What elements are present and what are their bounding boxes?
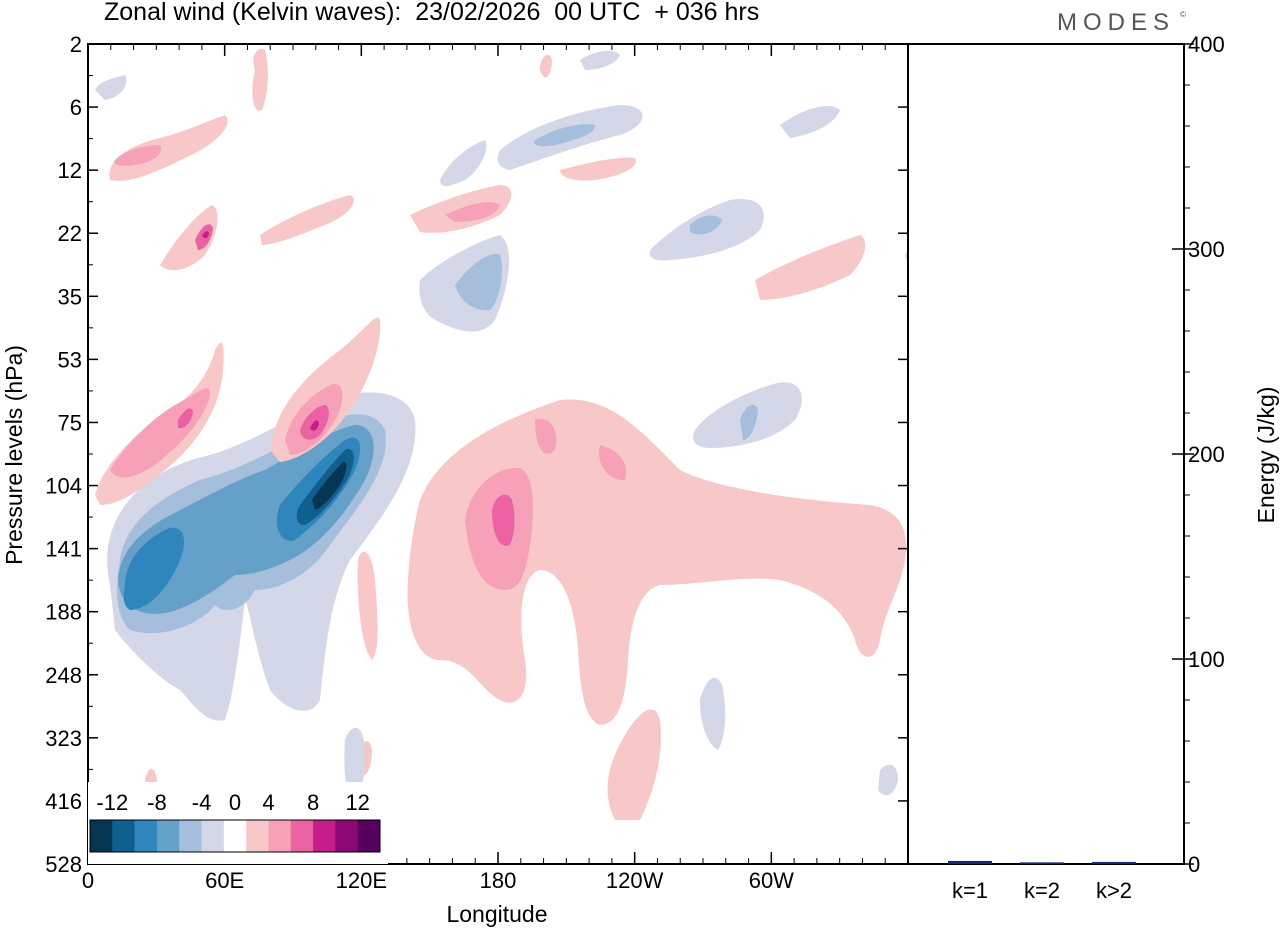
x-tick-label: 0: [82, 868, 94, 893]
x-axis-label: Longitude: [446, 901, 547, 927]
y-axis-label: Pressure levels (hPa): [1, 345, 27, 565]
energy-tick-label: 300: [1188, 237, 1225, 262]
colorbar-label: 0: [229, 790, 241, 815]
colorbar-swatch: [268, 820, 292, 852]
y-tick-label: 188: [45, 600, 82, 625]
x-tick-label: 120E: [336, 868, 387, 893]
brand-copyright-mark: ©: [1180, 10, 1186, 19]
colorbar-label: -4: [192, 790, 212, 815]
negative-anomaly-main: [107, 392, 416, 721]
colorbar-label: -12: [96, 790, 128, 815]
colorbar-swatch: [223, 820, 247, 852]
energy-category-label: k=1: [952, 878, 988, 903]
colorbar-swatch: [112, 820, 135, 852]
colorbar-swatch: [313, 820, 336, 852]
energy-tick-label: 200: [1188, 442, 1225, 467]
x-tick-label: 180: [480, 868, 517, 893]
y-tick-label: 12: [58, 158, 82, 183]
energy-tick-label: 400: [1188, 32, 1225, 57]
colorbar-swatch: [156, 820, 180, 852]
positive-upper-tilt: [95, 48, 908, 792]
energy-bar: [1092, 861, 1136, 864]
colorbar-swatch: [335, 820, 358, 852]
colorbar-labels: -12 -8 -4 0 4 8 12: [96, 790, 370, 815]
colorbar-swatch: [290, 820, 314, 852]
energy-category-label: k>2: [1096, 878, 1132, 903]
colorbar-label: 8: [307, 790, 319, 815]
colorbar-swatch: [90, 820, 113, 852]
energy-bars: k=1 k=2 k>2: [948, 860, 1136, 903]
negative-anomaly-upper: [95, 50, 898, 810]
energy-plot-frame: [907, 43, 1185, 865]
y-tick-label: 75: [58, 410, 82, 435]
energy-bar: [1020, 862, 1064, 864]
colorbar-label: 12: [345, 790, 369, 815]
chart-title: Zonal wind (Kelvin waves): 23/02/2026 00…: [104, 0, 760, 26]
colorbar-swatches: [89, 819, 381, 853]
y-tick-label: 22: [58, 221, 82, 246]
x-tick-label: 60W: [749, 868, 794, 893]
energy-bar: [948, 860, 992, 864]
colorbar-swatch: [357, 820, 381, 852]
x-tick-label: 120W: [606, 868, 664, 893]
y-tick-label: 323: [45, 726, 82, 751]
y-tick-label: 141: [45, 537, 82, 562]
energy-tick-label: 100: [1188, 647, 1225, 672]
y-tick-label: 528: [45, 852, 82, 877]
y-tick-label: 6: [70, 95, 82, 120]
colorbar-swatch: [246, 820, 269, 852]
energy-tick-label: 0: [1188, 852, 1200, 877]
colorbar-label: 4: [262, 790, 274, 815]
y-tick-label: 2: [70, 32, 82, 57]
y-tick-label: 104: [45, 474, 82, 499]
colorbar-swatch: [134, 820, 158, 852]
longitude-axis: 0 60E 120E 180 120W 60W: [82, 44, 886, 893]
energy-axis: 0 100 200 300 400: [1172, 32, 1225, 877]
y-tick-label: 248: [45, 663, 82, 688]
energy-axis-label: Energy (J/kg): [1253, 387, 1279, 524]
brand-logo: MODES: [1057, 9, 1176, 36]
colorbar-legend: -12 -8 -4 0 4 8 12: [88, 782, 388, 864]
positive-anomaly-main: [407, 399, 907, 820]
contour-field: [95, 48, 908, 820]
y-tick-label: 416: [45, 789, 82, 814]
colorbar-outline: [89, 819, 381, 853]
energy-category-label: k=2: [1024, 878, 1060, 903]
colorbar-label: -8: [147, 790, 167, 815]
colorbar-swatch: [201, 820, 225, 852]
colorbar-swatch: [179, 820, 202, 852]
y-tick-label: 53: [58, 347, 82, 372]
x-tick-label: 60E: [205, 868, 244, 893]
y-tick-label: 35: [58, 284, 82, 309]
